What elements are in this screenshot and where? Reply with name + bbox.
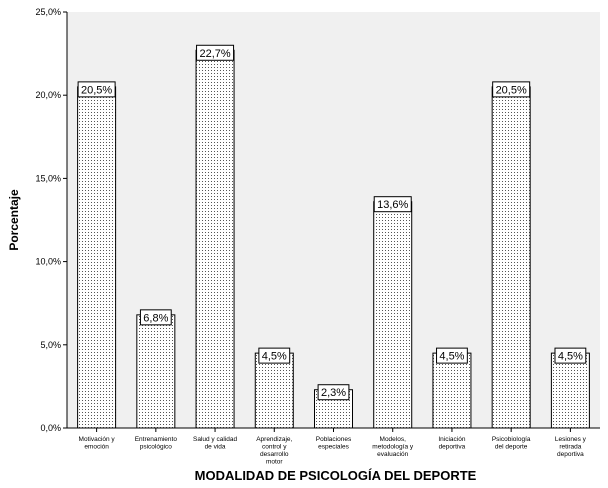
data-label-box (196, 44, 235, 61)
bars-group (77, 49, 590, 429)
bar (136, 314, 176, 429)
y-tick-label: 15,0% (35, 173, 61, 183)
y-tick-label: 0,0% (40, 423, 61, 433)
data-label-text: 4,5% (439, 351, 464, 363)
data-label: 13,6% (373, 196, 412, 213)
data-label-text: 6,8% (143, 312, 168, 324)
data-label: 22,7% (196, 44, 235, 61)
data-label: 4,5% (554, 347, 587, 364)
bar (491, 86, 531, 429)
x-axis-title: MODALIDAD DE PSICOLOGÍA DEL DEPORTE (195, 468, 477, 483)
data-label: 2,3% (317, 384, 350, 401)
x-tick-label: Entrenamiento psicológico (135, 436, 178, 451)
y-tick-label: 20,0% (35, 90, 61, 100)
y-axis-title: Porcentaje (7, 189, 21, 251)
data-label-box (139, 309, 172, 326)
bar (373, 201, 413, 429)
x-tick-label: Modelos, metodología y evaluación (372, 436, 414, 458)
data-label-box (258, 347, 291, 364)
bar (195, 49, 235, 429)
x-tick-label: Aprendizaje, control y desarrollo motor (256, 436, 292, 466)
bar (432, 352, 472, 429)
data-label-text: 4,5% (558, 351, 583, 363)
x-tick-label: Poblaciones especiales (316, 436, 352, 451)
x-axis: Motivación y emoción Entrenamiento psicológ… (67, 427, 600, 466)
x-tick-label: Psicobiología del deporte (492, 436, 531, 451)
data-label-text: 20,5% (496, 84, 527, 96)
data-label: 4,5% (258, 347, 291, 364)
data-label-box (436, 347, 468, 364)
x-tick-label: Iniciación deportiva (438, 436, 465, 451)
y-axis: 0,0% 5,0% 10,0% 15,0% 20,0% 25,0% (35, 7, 68, 433)
data-labels-group: 20,5% 6,8% 22,7% 4,5% 2,3% 13,6% 4,5% 20,5% 4,5% (77, 44, 587, 401)
data-label-box (77, 81, 116, 98)
data-label-text: 20,5% (81, 84, 112, 96)
data-label-text: 13,6% (377, 199, 408, 211)
x-tick-label: Motivación y emoción (79, 436, 116, 451)
data-label: 20,5% (492, 81, 531, 98)
y-tick-label: 10,0% (35, 257, 61, 267)
data-label-box (554, 347, 587, 364)
y-tick-label: 5,0% (40, 340, 61, 350)
data-label-text: 4,5% (262, 351, 287, 363)
x-tick-label: Salud y calidad de vida (193, 436, 237, 451)
bar (77, 86, 117, 429)
data-label: 4,5% (436, 347, 468, 364)
data-label-box (492, 81, 531, 98)
data-label-text: 2,3% (321, 387, 346, 399)
y-tick-label: 25,0% (35, 7, 61, 17)
x-tick-label: Lesiones y retirada deportiva (555, 436, 587, 458)
data-label-text: 22,7% (199, 48, 230, 60)
bar (550, 352, 590, 429)
data-label: 20,5% (77, 81, 116, 98)
data-label-box (317, 384, 350, 401)
data-label-box (373, 196, 412, 213)
data-label: 6,8% (139, 309, 172, 326)
bar (254, 352, 294, 429)
